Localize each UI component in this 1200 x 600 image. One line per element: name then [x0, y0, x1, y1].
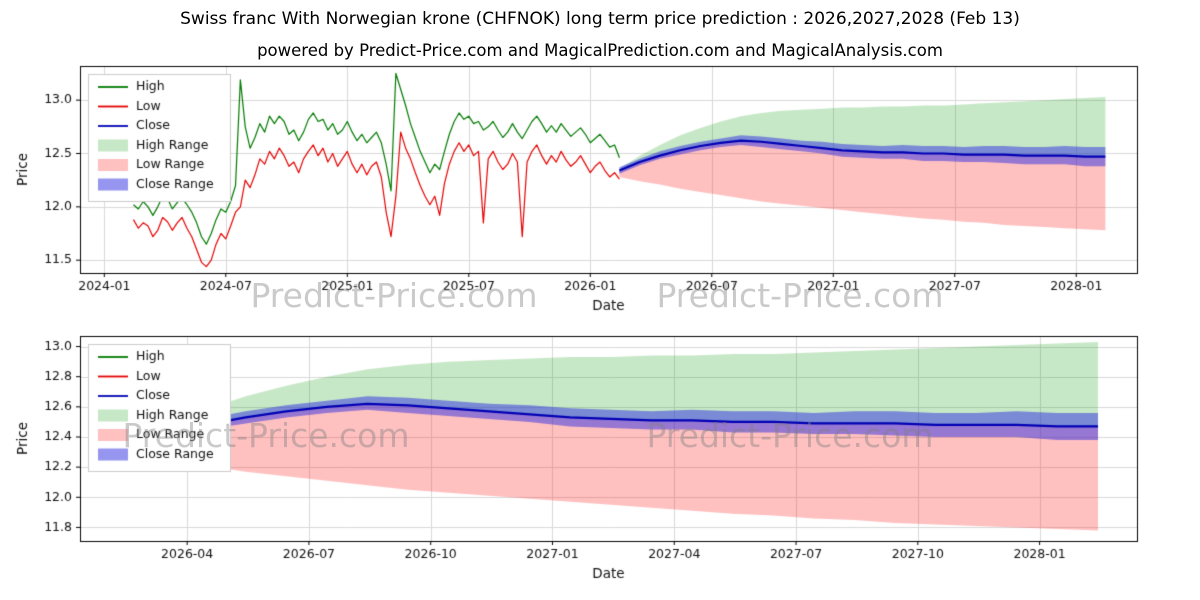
price-prediction-charts-canvas: [0, 0, 1200, 600]
